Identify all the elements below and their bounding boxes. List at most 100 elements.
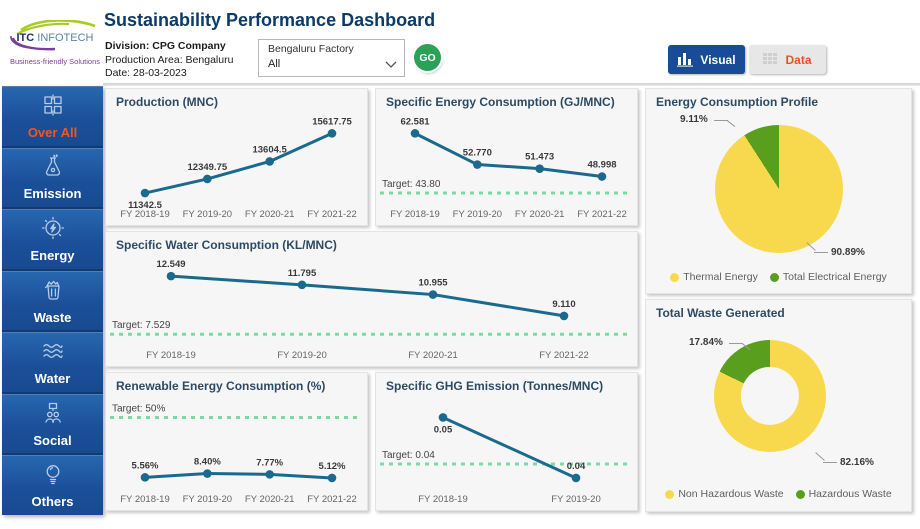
svg-text:FY 2019-20: FY 2019-20 (551, 494, 600, 505)
total-waste-donut-chart[interactable]: 17.84% 82.16% Non Hazardous Waste Hazard… (646, 324, 911, 511)
total-waste-donut-card: Total Waste Generated 17.84% 82.16% Non … (645, 299, 912, 512)
sidebar-item-label: Social (33, 432, 72, 448)
svg-text:0.05: 0.05 (434, 424, 453, 435)
sidebar-nav: Over All Emission Energy (2, 86, 103, 516)
svg-text:FY 2020-21: FY 2020-21 (245, 494, 294, 505)
go-button[interactable]: GO (414, 44, 441, 71)
factory-filter-value: All (268, 58, 281, 70)
svg-text:FY 2018-19: FY 2018-19 (120, 494, 169, 505)
sidebar-item-waste[interactable]: Waste (2, 270, 103, 333)
svg-text:FY 2020-21: FY 2020-21 (515, 209, 564, 220)
visual-toggle-button[interactable]: Visual (668, 45, 745, 74)
chart-title: Renewable Energy Consumption (%) (116, 379, 326, 393)
svg-text:ITC INFOTECH: ITC INFOTECH (16, 32, 93, 44)
people-icon (41, 401, 65, 430)
data-grid-icon (763, 52, 778, 64)
sidebar-item-label: Others (31, 494, 74, 510)
production-line-chart[interactable]: 11342.5 FY 2018-19 12349.75 FY 2019-20 13604… (107, 113, 366, 223)
production-area-label: Production Area: Bengaluru (105, 53, 234, 66)
svg-text:Target: 50%: Target: 50% (112, 403, 165, 414)
legend-dot (665, 489, 675, 499)
pie-legend: Thermal Energy Total Electrical Energy (646, 271, 911, 283)
energy-profile-pie-chart[interactable]: 9.11% 90.89% Thermal Energy Total Electr… (646, 113, 911, 293)
specific-water-line-chart[interactable]: Target: 7.529 12.549 FY 2018-19 11.795 FY 20… (107, 256, 636, 364)
header-divider (103, 83, 920, 86)
donut-chart[interactable] (714, 340, 826, 452)
svg-text:FY 2019-20: FY 2019-20 (183, 494, 232, 505)
ghg-emission-line-chart[interactable]: Target: 0.04 0.05 FY 2018-19 0.04 FY 2019-20 (377, 397, 636, 508)
label-connector (714, 120, 728, 121)
sidebar-item-label: Over All (27, 124, 78, 140)
svg-text:FY 2019-20: FY 2019-20 (453, 209, 502, 220)
logo-swirl-icon: ITC INFOTECH (10, 19, 96, 51)
flask-icon (41, 154, 65, 183)
pie-label-thermal: 90.89% (831, 247, 865, 258)
svg-text:FY 2018-19: FY 2018-19 (120, 209, 169, 220)
legend-label: Total Electrical Energy (782, 271, 887, 283)
svg-text:FY 2020-21: FY 2020-21 (245, 209, 294, 220)
pie-chart[interactable] (715, 125, 843, 253)
legend-label: Thermal Energy (683, 271, 758, 283)
factory-filter-select[interactable]: All (268, 58, 397, 70)
energy-gauge-icon (41, 216, 65, 245)
svg-text:FY 2020-21: FY 2020-21 (408, 350, 457, 361)
sidebar-item-label: Emission (23, 186, 82, 202)
legend-item-electrical[interactable]: Total Electrical Energy (769, 271, 887, 283)
legend-item-hazardous[interactable]: Hazardous Waste (795, 488, 892, 500)
donut-legend: Non Hazardous Waste Hazardous Waste (646, 488, 911, 500)
sidebar-item-emission[interactable]: Emission (2, 147, 103, 210)
production-chart-card: Production (MNC) 11342.5 FY 2018-19 12349.… (105, 88, 368, 226)
legend-item-nonhazardous[interactable]: Non Hazardous Waste (665, 488, 784, 500)
itc-infotech-logo: ITC INFOTECH Business-friendly Solutions (6, 19, 104, 66)
svg-text:11.795: 11.795 (288, 268, 317, 279)
chevron-down-icon (385, 61, 397, 68)
specific-energy-line-chart[interactable]: Target: 43.80 62.581 FY 2018-19 52.770 FY 20… (377, 113, 636, 223)
label-connector (814, 252, 828, 253)
bar-chart-icon (677, 53, 694, 67)
label-connector (729, 343, 743, 344)
data-toggle-label: Data (785, 52, 812, 67)
sidebar-item-others[interactable]: Others (2, 455, 103, 516)
date-label: Date: 28-03-2023 (105, 67, 187, 79)
svg-text:7.77%: 7.77% (256, 457, 283, 468)
page-title: Sustainability Performance Dashboard (104, 10, 436, 30)
svg-text:48.998: 48.998 (587, 160, 616, 171)
chart-title: Total Waste Generated (656, 306, 785, 320)
sidebar-item-energy[interactable]: Energy (2, 209, 103, 271)
svg-text:Target: 7.529: Target: 7.529 (112, 320, 171, 331)
sidebar-item-label: Waste (33, 309, 72, 325)
report-info: Division: CPG Company Production Area: B… (105, 40, 233, 81)
visual-toggle-label: Visual (700, 52, 736, 67)
legend-dot (769, 272, 779, 282)
chart-title: Specific Energy Consumption (GJ/MNC) (386, 95, 615, 109)
svg-text:12349.75: 12349.75 (188, 162, 228, 173)
donut-label-nonhazardous: 82.16% (840, 457, 874, 468)
svg-text:FY 2018-19: FY 2018-19 (418, 494, 467, 505)
svg-text:9.110: 9.110 (552, 299, 575, 310)
waves-icon (41, 339, 65, 368)
factory-filter: Bengaluru Factory All (258, 39, 405, 77)
svg-text:FY 2021-22: FY 2021-22 (307, 209, 356, 220)
svg-text:5.56%: 5.56% (132, 460, 159, 471)
sidebar-item-overall[interactable]: Over All (2, 86, 103, 148)
svg-text:0.04: 0.04 (567, 461, 586, 472)
specific-water-chart-card: Specific Water Consumption (KL/MNC) Targ… (105, 231, 638, 367)
label-connector (726, 120, 736, 127)
legend-item-thermal[interactable]: Thermal Energy (670, 271, 758, 283)
svg-text:51.473: 51.473 (525, 152, 554, 163)
legend-label: Non Hazardous Waste (678, 488, 784, 500)
svg-text:13604.5: 13604.5 (252, 144, 287, 155)
label-connector (815, 452, 825, 461)
renewable-energy-line-chart[interactable]: Target: 50% 5.56% FY 2018-19 8.40% FY 2019-2… (107, 397, 366, 508)
donut-label-hazardous: 17.84% (689, 337, 723, 348)
logo-tagline: Business-friendly Solutions (9, 57, 101, 66)
legend-label: Hazardous Waste (808, 488, 892, 500)
data-toggle-button[interactable]: Data (749, 45, 826, 74)
chart-title: Specific Water Consumption (KL/MNC) (116, 238, 337, 252)
trash-icon (41, 278, 65, 307)
energy-profile-pie-card: Energy Consumption Profile 9.11% 90.89% … (645, 88, 912, 294)
svg-text:FY 2018-19: FY 2018-19 (146, 350, 195, 361)
pie-label-electrical: 9.11% (680, 114, 708, 125)
sidebar-item-water[interactable]: Water (2, 332, 103, 394)
sidebar-item-social[interactable]: Social (2, 393, 103, 456)
